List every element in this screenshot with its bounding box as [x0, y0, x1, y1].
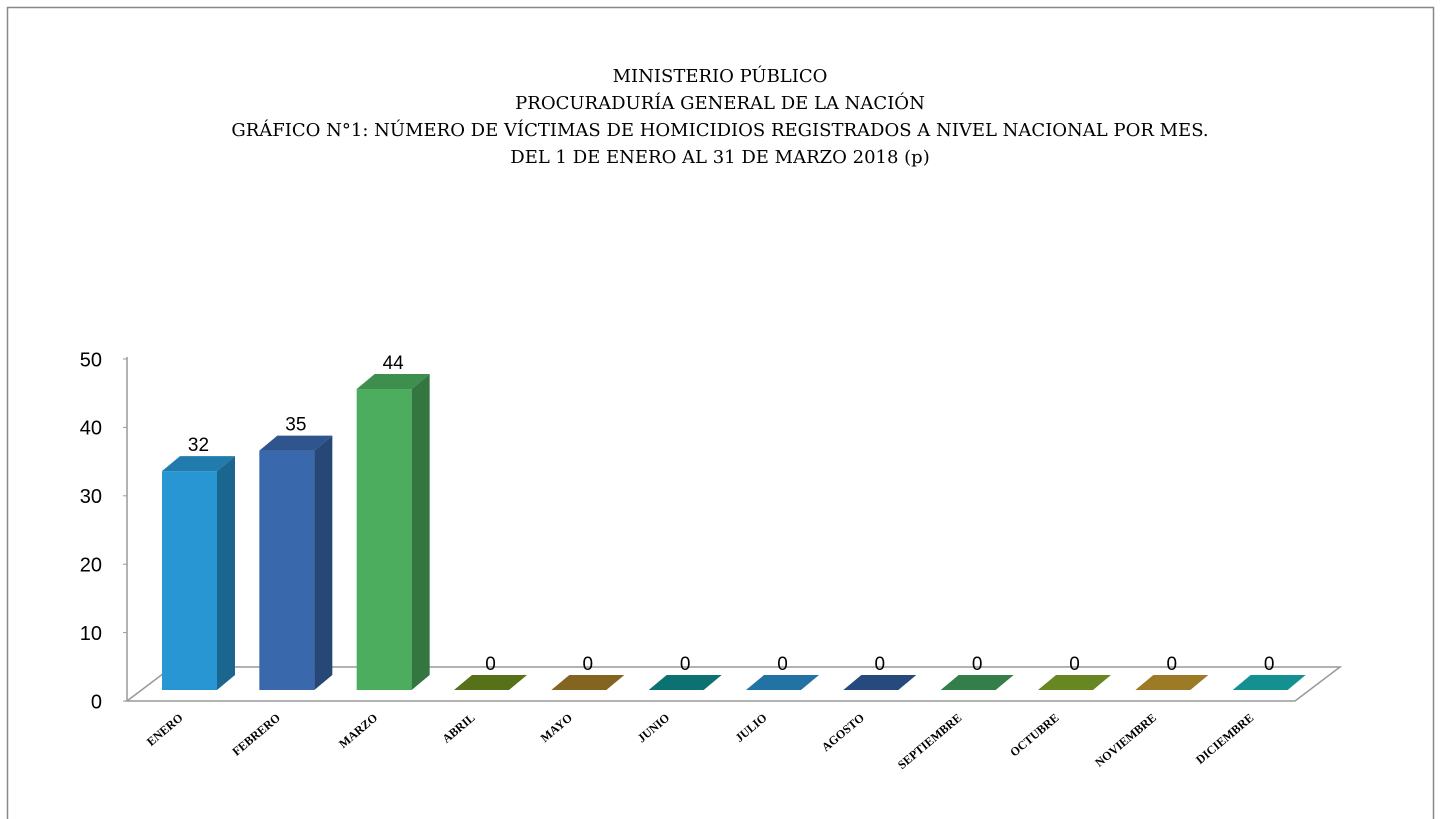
bar-top [356, 374, 430, 390]
bar-front [356, 389, 412, 690]
bar-top [162, 456, 235, 472]
y-tick-label: 0 [91, 691, 102, 713]
bar-front [162, 471, 217, 690]
bar-top [940, 675, 1014, 690]
data-label: 35 [285, 415, 306, 436]
data-label: 0 [680, 654, 691, 675]
data-label: 0 [1264, 654, 1275, 675]
data-label: 0 [1069, 654, 1080, 675]
bar-side [411, 374, 430, 690]
data-label: 44 [383, 353, 405, 374]
data-label: 0 [777, 654, 788, 675]
bar-top [843, 675, 917, 690]
data-label: 0 [1167, 654, 1178, 675]
y-tick-label: 50 [80, 349, 102, 371]
bar-top [648, 675, 722, 690]
y-tick-label: 40 [80, 418, 102, 440]
y-tick-label: 30 [80, 486, 102, 508]
bar-side [314, 435, 333, 690]
bar-top [1232, 675, 1306, 690]
bar-side [217, 456, 235, 690]
bar-top [551, 675, 625, 690]
data-label: 0 [583, 654, 594, 675]
title-line: GRÁFICO N°1: NÚMERO DE VÍCTIMAS DE HOMIC… [231, 118, 1208, 141]
title-line: DEL 1 DE ENERO AL 31 DE MARZO 2018 (p) [510, 147, 929, 168]
bar-top [454, 675, 527, 690]
data-label: 0 [485, 654, 496, 675]
y-tick-label: 10 [80, 623, 102, 645]
title-line: MINISTERIO PÚBLICO [613, 64, 828, 87]
data-label: 32 [188, 435, 209, 456]
data-label: 0 [972, 654, 983, 675]
bar-top [1135, 675, 1209, 690]
y-tick-label: 20 [80, 554, 102, 576]
bar-top [746, 675, 819, 690]
title-line: PROCURADURÍA GENERAL DE LA NACIÓN [515, 91, 925, 114]
bar-top [259, 435, 333, 451]
floor [124, 666, 1343, 702]
bar-top [1038, 675, 1111, 690]
bar-front [259, 450, 315, 690]
data-label: 0 [875, 654, 886, 675]
